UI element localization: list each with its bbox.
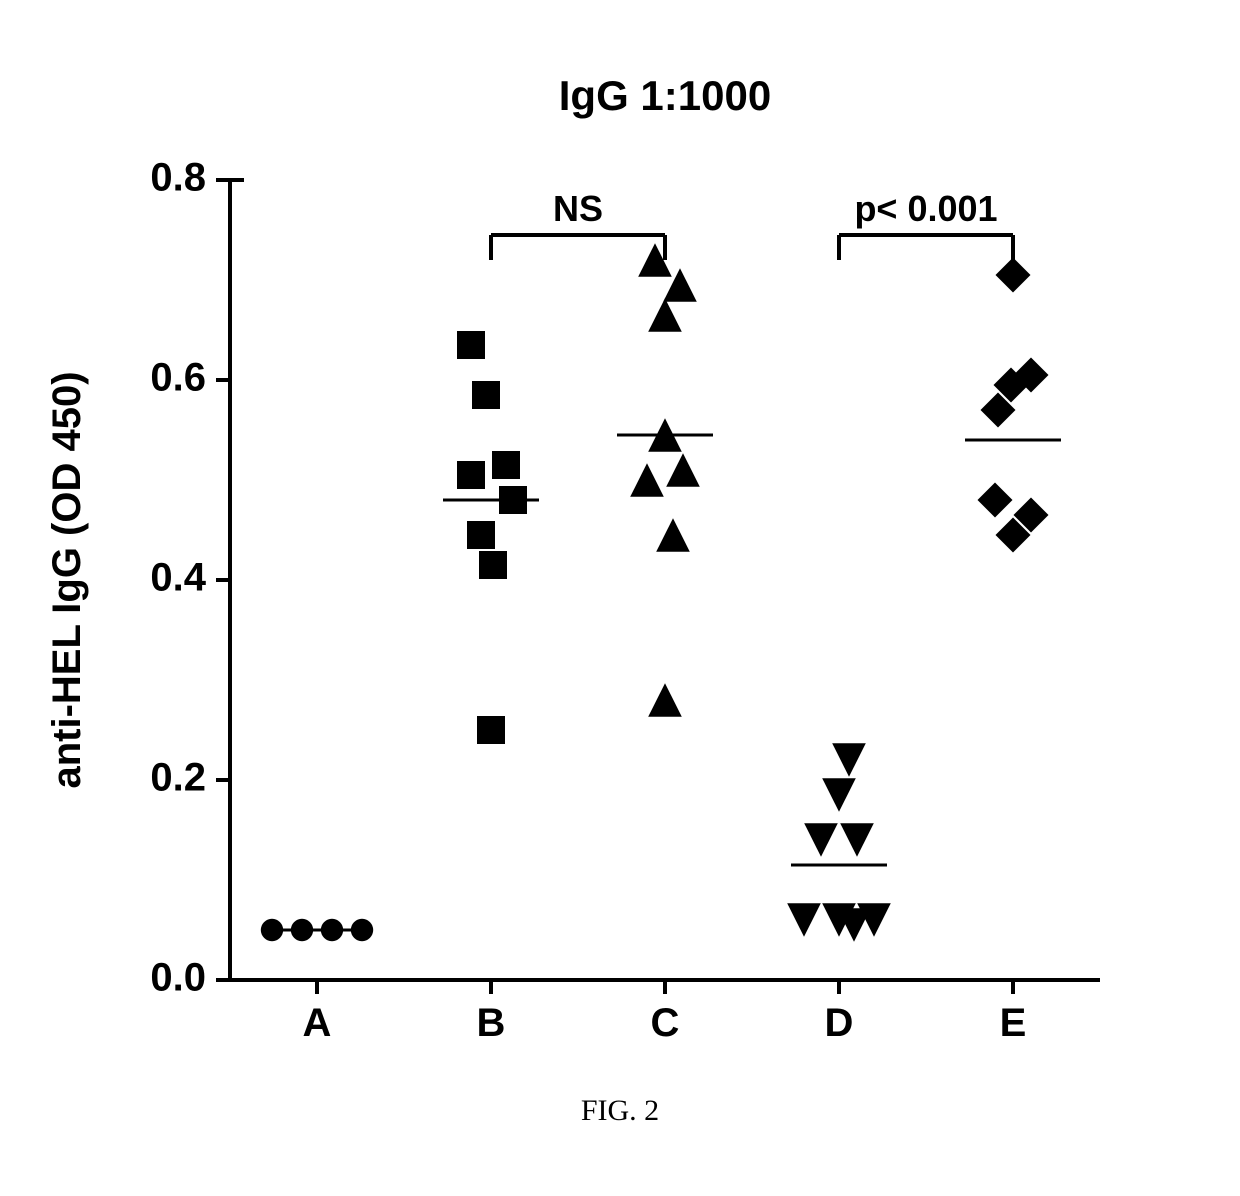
scatter-chart: IgG 1:1000 0.0 0.2 0.4 0.6 0.8 A B C D Eanti-HEL I… [0, 0, 1240, 1196]
svg-text:FIG. 2: FIG. 2 [581, 1094, 659, 1127]
svg-text:0.2: 0.2 [150, 756, 206, 800]
svg-text:0.0: 0.0 [150, 956, 206, 1000]
svg-text:0.4: 0.4 [150, 556, 206, 600]
figure-container: IgG 1:1000 0.0 0.2 0.4 0.6 0.8 A B C D Eanti-HEL I… [0, 0, 1240, 1196]
svg-text:B: B [477, 1001, 506, 1045]
svg-text:A: A [303, 1001, 332, 1045]
svg-text:E: E [1000, 1001, 1027, 1045]
svg-text:IgG 1:1000: IgG 1:1000 [559, 72, 771, 119]
svg-text:anti-HEL IgG (OD 450): anti-HEL IgG (OD 450) [45, 371, 89, 788]
svg-text:0.8: 0.8 [150, 156, 206, 200]
svg-text:NS: NS [553, 188, 603, 229]
svg-text:D: D [825, 1001, 854, 1045]
svg-text:p< 0.001: p< 0.001 [854, 188, 997, 229]
svg-text:0.6: 0.6 [150, 356, 206, 400]
svg-text:C: C [651, 1001, 680, 1045]
